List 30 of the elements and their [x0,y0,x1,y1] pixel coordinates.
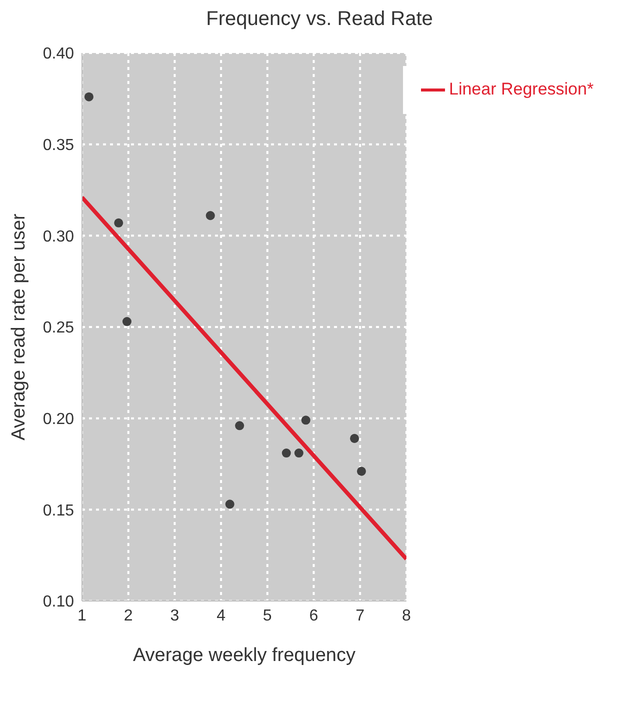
x-tick-label: 6 [309,607,318,624]
point [235,421,244,430]
point [84,92,94,102]
x-axis-title: Average weekly frequency [132,645,356,666]
x-tick-label: 2 [124,607,133,624]
x-tick-label: 5 [262,607,272,624]
point [294,448,304,458]
y-tick-label: 0.35 [42,137,74,154]
y-tick-label: 0.15 [42,502,74,520]
y-tick-label: 0.20 [42,411,74,428]
point [350,434,360,443]
y-tick-label: 0.40 [42,46,74,63]
point [301,416,310,425]
point [114,218,124,228]
x-tick-label: 1 [78,607,87,624]
point [282,448,291,458]
y-tick-label: 0.25 [42,320,74,337]
x-tick-label: 4 [216,607,226,624]
y-axis-title: Average read rate per user [8,212,30,440]
y-tick-label: 0.10 [42,594,74,611]
y-tick-label: 0.30 [42,228,74,246]
point [206,211,215,220]
point [225,500,234,509]
chart-title: Frequency vs. Read Rate [205,8,434,31]
x-tick-label: 7 [356,607,365,624]
legend-label: Linear Regression* [449,79,594,98]
x-tick-label: 3 [170,607,180,624]
point [122,317,132,326]
x-tick-label: 8 [402,607,411,624]
point [356,466,366,476]
